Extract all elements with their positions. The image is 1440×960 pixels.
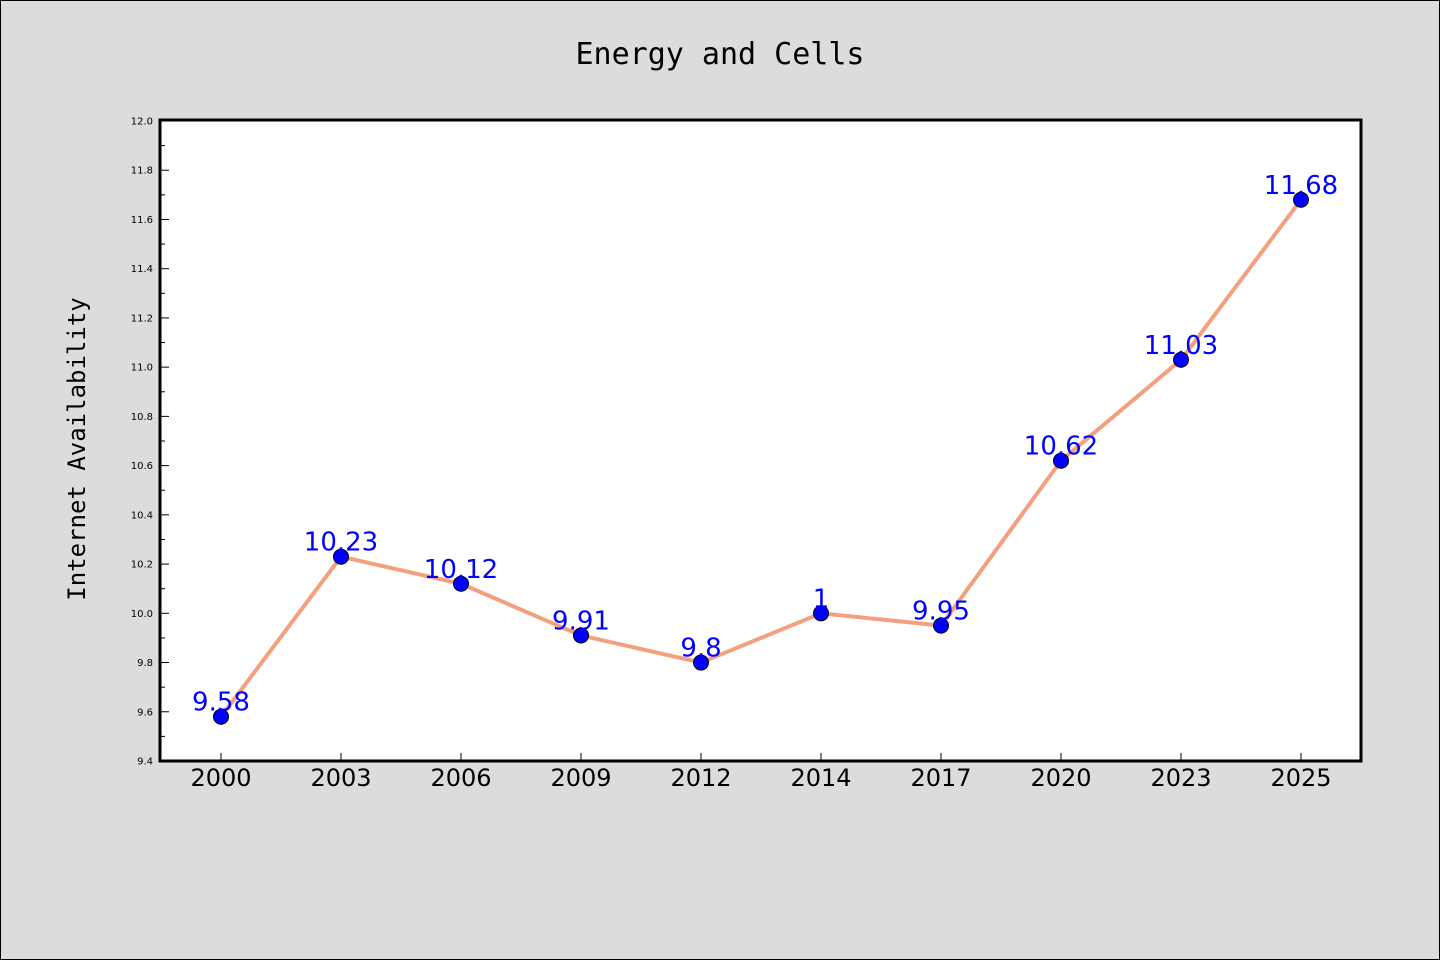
y-tick-label: 12.0 (131, 117, 153, 128)
x-tick-label: 2020 (1030, 764, 1091, 792)
data-label: 11.68 (1264, 171, 1338, 201)
x-tick-label: 2000 (190, 764, 251, 792)
y-tick-label: 10.0 (131, 609, 153, 620)
data-point (1053, 452, 1069, 469)
y-tick-label: 9.6 (137, 707, 153, 718)
data-label: 10.62 (1024, 432, 1098, 462)
data-label: 10.23 (304, 528, 378, 558)
data-label: 9.58 (192, 688, 250, 718)
x-axis: 2000 2003 2006 2009 2012 2014 2017 2020 2023 2025 (190, 753, 1332, 792)
x-tick-label: 2017 (910, 764, 971, 792)
y-tick-label: 11.0 (131, 363, 153, 374)
y-tick-label: 11.8 (131, 166, 153, 177)
data-point (333, 548, 349, 565)
data-point (1173, 351, 1189, 368)
data-point (813, 605, 829, 622)
data-label: 9.95 (912, 597, 970, 627)
data-point (693, 654, 709, 671)
x-tick-label: 2023 (1150, 764, 1211, 792)
y-tick-label: 9.8 (137, 658, 153, 669)
data-label: 9.91 (552, 606, 610, 636)
y-tick-label: 10.4 (131, 510, 153, 521)
y-tick-label: 10.8 (131, 412, 153, 423)
chart-title: Energy and Cells (576, 37, 865, 72)
x-tick-label: 2009 (550, 764, 611, 792)
x-tick-label: 2003 (310, 764, 371, 792)
data-label: 9.8 (680, 634, 721, 664)
series-line (219, 197, 1303, 719)
plot-area (158, 118, 1363, 763)
data-point (213, 708, 229, 725)
data-point (573, 627, 589, 644)
y-tick-label: 10.2 (131, 560, 153, 571)
y-axis-label: Internet Availability (63, 297, 91, 600)
data-point (933, 617, 949, 634)
y-tick-label: 9.4 (137, 757, 153, 768)
data-label: 1 (813, 584, 830, 614)
x-tick-label: 2014 (790, 764, 851, 792)
y-tick-label: 11.2 (131, 313, 153, 324)
series-layer: 9.58 10.23 10.12 9.91 9.8 1 9.95 10.62 11.03 11.6… (192, 171, 1338, 725)
data-point (1293, 191, 1309, 208)
data-label: 11.03 (1144, 331, 1218, 361)
x-tick-label: 2025 (1270, 764, 1331, 792)
y-tick-label: 10.6 (131, 461, 153, 472)
y-tick-label: 11.4 (131, 264, 153, 275)
y-axis: 9.4 9.6 9.8 10.0 10.2 10.4 10.6 10.8 11.0 11.2 11.… (131, 117, 169, 768)
y-tick-label: 11.6 (131, 215, 153, 226)
x-tick-label: 2006 (430, 764, 491, 792)
data-label: 10.12 (424, 555, 498, 585)
x-tick-label: 2012 (670, 764, 731, 792)
data-point (453, 575, 469, 592)
